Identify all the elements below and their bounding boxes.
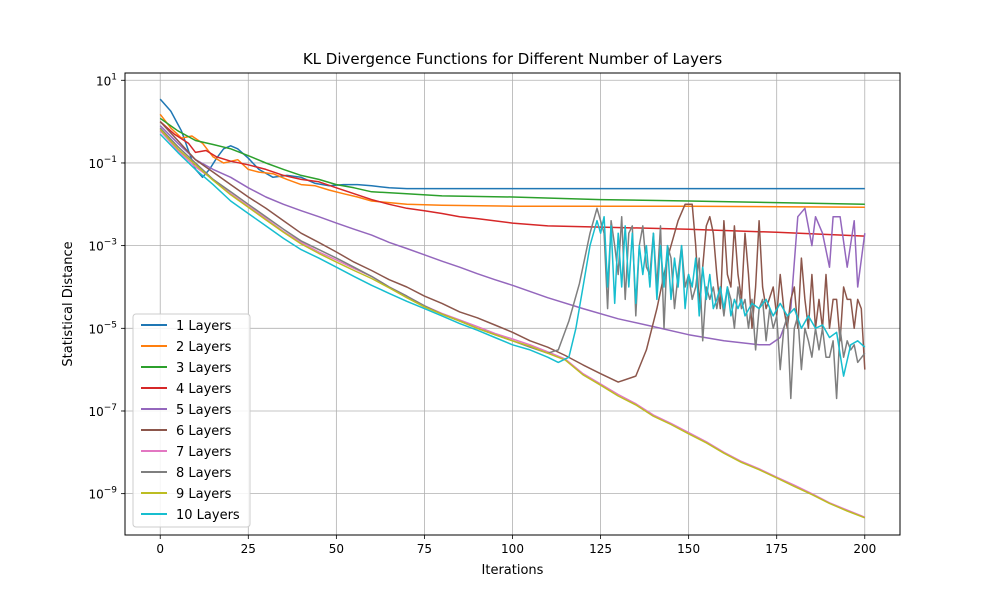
- x-axis-label: Iterations: [482, 563, 544, 578]
- y-tick-label: 10−7: [88, 403, 117, 419]
- x-tick-label: 100: [501, 542, 524, 556]
- legend-label: 3 Layers: [176, 361, 232, 376]
- series-line-7: [159, 130, 866, 518]
- x-tick-label: 125: [589, 542, 612, 556]
- legend-label: 7 Layers: [176, 445, 232, 460]
- y-tick-label: 10−9: [88, 486, 117, 502]
- series-line-5: [159, 125, 866, 346]
- series-line-4: [159, 121, 865, 237]
- legend-label: 1 Layers: [176, 319, 232, 334]
- legend-label: 9 Layers: [176, 487, 232, 502]
- y-tick-label: 101: [96, 72, 117, 88]
- legend-label: 10 Layers: [176, 508, 240, 523]
- x-tick-label: 0: [156, 542, 164, 556]
- legend-label: 4 Layers: [176, 382, 232, 397]
- chart-title: KL Divergence Functions for Different Nu…: [303, 50, 723, 68]
- series-layer: [159, 98, 866, 519]
- x-axis: 0 25 50 75 100 125 150 175 200: [156, 535, 876, 556]
- x-tick-label: 25: [241, 542, 256, 556]
- series-line-10: [159, 133, 866, 377]
- series-line-3: [159, 117, 865, 206]
- legend: 1 Layers 2 Layers 3 Layers 4 Layers 5 Layers…: [132, 313, 251, 528]
- x-tick-label: 50: [329, 542, 344, 556]
- legend-label: 5 Layers: [176, 403, 232, 418]
- y-axis-label: Statistical Distance: [61, 241, 76, 366]
- y-tick-label: 10−1: [88, 155, 117, 171]
- x-tick-label: 200: [853, 542, 876, 556]
- y-axis: 101 10−1 10−3 10−5 10−7 10−9: [88, 72, 125, 502]
- legend-label: 6 Layers: [176, 424, 232, 439]
- x-tick-label: 75: [417, 542, 432, 556]
- x-tick-label: 150: [677, 542, 700, 556]
- y-tick-label: 10−5: [88, 320, 117, 336]
- legend-label: 2 Layers: [176, 340, 232, 355]
- x-tick-label: 175: [765, 542, 788, 556]
- grid-lines: [125, 73, 900, 535]
- y-tick-label: 10−3: [88, 238, 117, 254]
- series-line-9: [159, 128, 866, 519]
- legend-label: 8 Layers: [176, 466, 232, 481]
